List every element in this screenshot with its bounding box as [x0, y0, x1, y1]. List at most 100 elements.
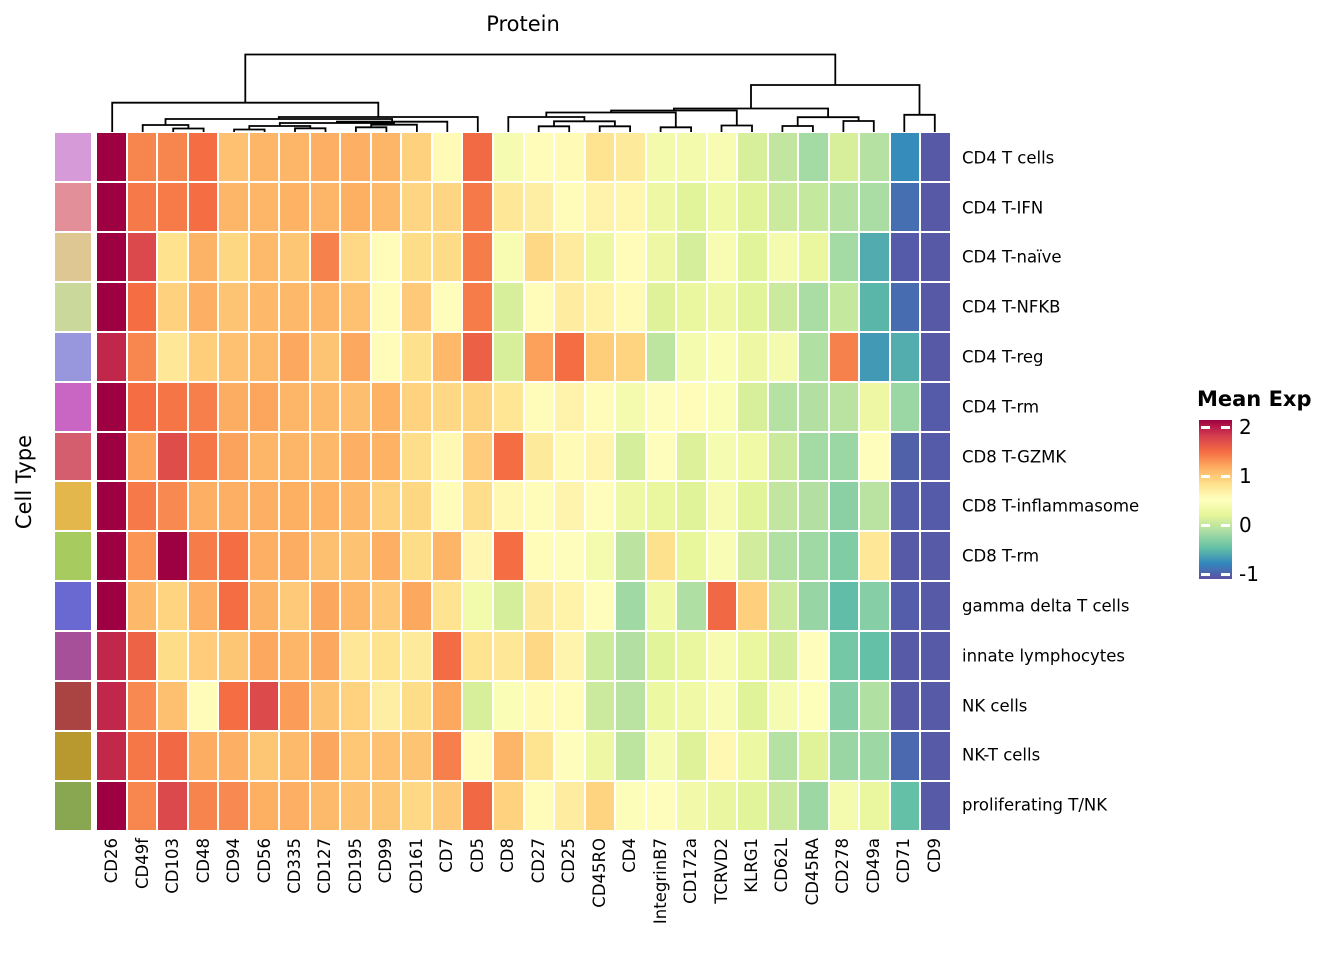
- heatmap-cell: [707, 432, 737, 481]
- heatmap-cell: [524, 332, 554, 381]
- heatmap-cell: [219, 382, 248, 431]
- heatmap-cell: [677, 732, 706, 781]
- heatmap-cell: [799, 782, 828, 830]
- heatmap-cell: [616, 582, 645, 631]
- column-label: CD195: [345, 838, 365, 894]
- heatmap-cell: [432, 782, 462, 830]
- heatmap-cell: [524, 632, 554, 681]
- row-label: CD8 T-GZMK: [962, 447, 1067, 467]
- heatmap-cell: [97, 133, 126, 181]
- heatmap-cell: [371, 282, 401, 331]
- heatmap-cell: [707, 632, 737, 681]
- heatmap-cell: [677, 182, 706, 231]
- heatmap-cell: [402, 133, 431, 181]
- heatmap-cell: [493, 282, 523, 331]
- colorbar-tick-label: 0: [1239, 513, 1252, 538]
- heatmap-cell: [371, 482, 401, 531]
- heatmap-cell: [341, 282, 370, 331]
- heatmap-cell: [707, 782, 737, 830]
- heatmap-cell: [768, 232, 798, 281]
- heatmap-cell: [768, 732, 798, 781]
- heatmap-cell: [219, 682, 248, 731]
- heatmap-cell: [555, 582, 584, 631]
- heatmap-cell: [646, 432, 676, 481]
- heatmap-cell: [799, 182, 828, 231]
- heatmap-cell: [890, 282, 920, 331]
- heatmap-cell: [493, 682, 523, 731]
- heatmap-cell: [249, 482, 279, 531]
- heatmap-cell: [768, 532, 798, 581]
- heatmap-cell: [432, 482, 462, 531]
- heatmap-cell: [97, 182, 126, 231]
- heatmap-cell: [677, 682, 706, 731]
- heatmap-cell: [860, 732, 889, 781]
- column-label: CD161: [406, 838, 426, 894]
- heatmap-cell: [585, 133, 615, 181]
- heatmap-cell: [493, 732, 523, 781]
- column-label: TCRVD2: [711, 838, 731, 904]
- heatmap-cell: [249, 232, 279, 281]
- heatmap-cell: [280, 133, 309, 181]
- heatmap-cell: [646, 582, 676, 631]
- heatmap-cell: [890, 732, 920, 781]
- heatmap-cell: [249, 432, 279, 481]
- heatmap-cell: [158, 133, 187, 181]
- heatmap-cell: [188, 232, 218, 281]
- colorbar-tick-dash: [1201, 474, 1210, 478]
- heatmap-cell: [555, 782, 584, 830]
- heatmap-cell: [738, 332, 767, 381]
- heatmap-cell: [555, 182, 584, 231]
- heatmap-cell: [799, 133, 828, 181]
- heatmap-cell: [463, 182, 492, 231]
- heatmap-cell: [402, 182, 431, 231]
- heatmap-cell: [799, 432, 828, 481]
- heatmap-cell: [432, 382, 462, 431]
- heatmap-cell: [463, 282, 492, 331]
- heatmap-cell: [829, 582, 859, 631]
- row-annotation-swatch: [55, 632, 91, 681]
- heatmap-cell: [402, 432, 431, 481]
- heatmap-cell: [829, 732, 859, 781]
- heatmap-cell: [585, 432, 615, 481]
- heatmap-cell: [707, 282, 737, 331]
- heatmap-cell: [585, 282, 615, 331]
- heatmap-cell: [463, 133, 492, 181]
- heatmap-cell: [677, 382, 706, 431]
- heatmap-cell: [890, 182, 920, 231]
- heatmap-cell: [341, 732, 370, 781]
- heatmap-cell: [890, 482, 920, 531]
- heatmap-cell: [219, 582, 248, 631]
- heatmap-cell: [829, 532, 859, 581]
- heatmap-cell: [646, 232, 676, 281]
- heatmap-cell: [616, 532, 645, 581]
- heatmap-cell: [921, 682, 950, 731]
- column-label: CD45RO: [589, 838, 609, 908]
- column-label: CD45RA: [802, 838, 822, 906]
- heatmap-cell: [799, 482, 828, 531]
- heatmap-cell: [799, 632, 828, 681]
- heatmap-cell: [524, 432, 554, 481]
- heatmap-cell: [310, 532, 340, 581]
- heatmap-cell: [188, 332, 218, 381]
- heatmap-cell: [371, 582, 401, 631]
- heatmap-cell: [768, 482, 798, 531]
- heatmap-cell: [860, 482, 889, 531]
- heatmap-cell: [127, 282, 157, 331]
- heatmap-cell: [280, 382, 309, 431]
- heatmap-cell: [768, 382, 798, 431]
- row-annotation-swatch: [55, 532, 91, 581]
- heatmap-cell: [829, 432, 859, 481]
- heatmap-cell: [158, 232, 187, 281]
- heatmap-cell: [799, 232, 828, 281]
- heatmap-cell: [280, 732, 309, 781]
- heatmap-cell: [310, 432, 340, 481]
- heatmap-cell: [890, 532, 920, 581]
- heatmap-cell: [402, 532, 431, 581]
- heatmap-cell: [127, 332, 157, 381]
- heatmap-cell: [646, 682, 676, 731]
- heatmap-cell: [707, 133, 737, 181]
- heatmap-cell: [97, 282, 126, 331]
- heatmap-cell: [371, 432, 401, 481]
- row-label: CD8 T-inflammasome: [962, 496, 1140, 516]
- column-label: CD5: [467, 838, 487, 873]
